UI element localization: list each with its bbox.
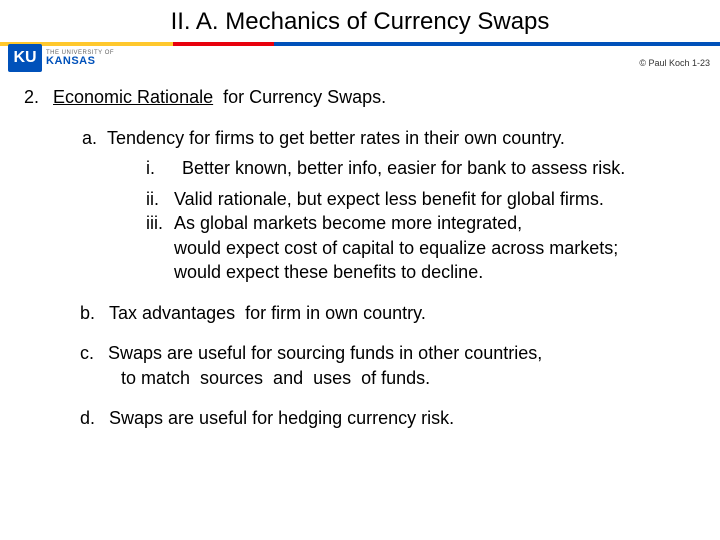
- point-b: b. Tax advantages for firm in own countr…: [80, 302, 696, 325]
- divider-seg-2: [173, 42, 274, 46]
- point-c-label: c.: [80, 342, 94, 365]
- point-c-l2: to match sources and uses of funds.: [116, 367, 696, 390]
- point-c-l1: Swaps are useful for sourcing funds in o…: [108, 342, 542, 365]
- ku-logo: KU THE UNIVERSITY OF KANSAS: [8, 44, 114, 72]
- point-a-i: i. Better known, better info, easier for…: [146, 157, 696, 180]
- point-a: a. Tendency for firms to get better rate…: [82, 127, 696, 150]
- point-a-label: a.: [82, 127, 97, 150]
- point-a-iii-l3: would expect these benefits to decline.: [174, 261, 696, 284]
- point-b-label: b.: [80, 302, 95, 325]
- point-d: d. Swaps are useful for hedging currency…: [80, 407, 696, 430]
- point-a-iii: iii. As global markets become more integ…: [146, 212, 696, 235]
- point-a-ii: ii. Valid rationale, but expect less ben…: [146, 188, 696, 211]
- ku-mark-icon: KU: [8, 44, 42, 72]
- divider-seg-3: [274, 42, 720, 46]
- section-tail: for Currency Swaps.: [213, 86, 386, 109]
- ku-logo-line2: KANSAS: [46, 56, 114, 67]
- point-a-i-label: i.: [146, 157, 170, 180]
- point-d-text: Swaps are useful for hedging currency ri…: [109, 407, 454, 430]
- point-d-label: d.: [80, 407, 95, 430]
- point-a-iii-label: iii.: [146, 212, 170, 235]
- point-a-iii-l2: would expect cost of capital to equalize…: [174, 237, 696, 260]
- slide-body: 2. Economic Rationale for Currency Swaps…: [24, 86, 696, 430]
- point-a-ii-text: Valid rationale, but expect less benefit…: [174, 188, 604, 211]
- point-a-text: Tendency for firms to get better rates i…: [107, 127, 565, 150]
- copyright-text: © Paul Koch 1-23: [639, 58, 710, 68]
- section-number: 2.: [24, 86, 39, 109]
- point-a-iii-l1: As global markets become more integrated…: [174, 212, 522, 235]
- point-a-i-text: Better known, better info, easier for ba…: [182, 157, 625, 180]
- slide-title: II. A. Mechanics of Currency Swaps: [0, 8, 720, 36]
- section-label: Economic Rationale: [53, 86, 213, 109]
- point-a-ii-label: ii.: [146, 188, 170, 211]
- point-c: c. Swaps are useful for sourcing funds i…: [80, 342, 696, 365]
- point-b-text: Tax advantages for firm in own country.: [109, 302, 426, 325]
- section-heading: 2. Economic Rationale for Currency Swaps…: [24, 86, 696, 109]
